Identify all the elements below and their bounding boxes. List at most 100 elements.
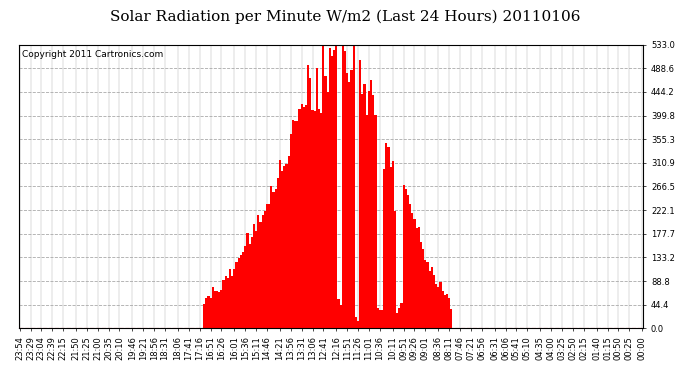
Bar <box>387 147 390 328</box>
Bar <box>364 84 366 328</box>
Bar <box>212 287 214 328</box>
Bar <box>355 317 357 328</box>
Bar <box>275 189 277 328</box>
Bar <box>337 299 339 328</box>
Bar <box>413 219 415 328</box>
Bar <box>268 204 270 328</box>
Bar <box>428 271 431 328</box>
Bar <box>448 298 451 328</box>
Bar <box>316 68 318 328</box>
Bar <box>250 237 253 328</box>
Bar <box>233 269 235 328</box>
Bar <box>320 113 322 328</box>
Bar <box>420 242 422 328</box>
Bar <box>394 211 396 328</box>
Bar <box>417 227 420 328</box>
Bar <box>237 258 240 328</box>
Bar <box>301 104 303 328</box>
Bar <box>253 224 255 328</box>
Bar <box>344 51 346 328</box>
Bar <box>248 244 250 328</box>
Bar <box>339 305 342 328</box>
Bar <box>326 92 329 328</box>
Bar <box>290 134 292 328</box>
Bar <box>231 276 233 328</box>
Bar <box>273 192 275 328</box>
Bar <box>346 72 348 328</box>
Bar <box>264 211 266 328</box>
Bar <box>370 80 372 328</box>
Bar <box>381 310 383 328</box>
Bar <box>216 291 218 328</box>
Bar <box>266 204 268 328</box>
Bar <box>262 216 264 328</box>
Bar <box>335 44 337 328</box>
Bar <box>288 156 290 328</box>
Bar <box>240 255 242 328</box>
Bar <box>366 116 368 328</box>
Bar <box>292 120 294 328</box>
Bar <box>207 296 210 328</box>
Bar <box>398 308 400 328</box>
Bar <box>431 267 433 328</box>
Bar <box>246 232 248 328</box>
Bar <box>318 109 320 328</box>
Bar <box>396 313 398 328</box>
Bar <box>259 222 262 328</box>
Bar <box>433 275 435 328</box>
Bar <box>286 164 288 328</box>
Bar <box>257 216 259 328</box>
Bar <box>214 291 216 328</box>
Bar <box>437 286 440 328</box>
Bar <box>281 171 284 328</box>
Bar <box>255 231 257 328</box>
Bar <box>307 64 309 328</box>
Bar <box>283 166 286 328</box>
Bar <box>422 249 424 328</box>
Bar <box>303 107 305 328</box>
Bar <box>203 304 205 328</box>
Bar <box>305 105 307 328</box>
Bar <box>451 309 453 328</box>
Bar <box>296 122 299 328</box>
Bar <box>402 185 405 328</box>
Bar <box>225 276 227 328</box>
Bar <box>383 170 385 328</box>
Bar <box>227 278 229 328</box>
Bar <box>426 262 428 328</box>
Bar <box>210 298 212 328</box>
Bar <box>277 178 279 328</box>
Bar <box>385 143 387 328</box>
Bar <box>444 295 446 328</box>
Bar <box>409 204 411 328</box>
Bar <box>222 280 225 328</box>
Bar <box>205 298 207 328</box>
Bar <box>392 161 394 328</box>
Bar <box>407 195 409 328</box>
Bar <box>415 228 417 328</box>
Bar <box>220 290 222 328</box>
Bar <box>294 122 296 328</box>
Bar <box>390 167 392 328</box>
Bar <box>446 294 448 328</box>
Bar <box>372 95 375 328</box>
Bar <box>405 189 407 328</box>
Text: Solar Radiation per Minute W/m2 (Last 24 Hours) 20110106: Solar Radiation per Minute W/m2 (Last 24… <box>110 9 580 24</box>
Bar <box>377 309 379 328</box>
Bar <box>400 303 402 328</box>
Bar <box>242 252 244 328</box>
Bar <box>368 92 370 328</box>
Bar <box>375 116 377 328</box>
Bar <box>324 76 326 328</box>
Bar <box>328 48 331 328</box>
Bar <box>362 94 364 328</box>
Bar <box>229 270 231 328</box>
Bar <box>309 78 311 328</box>
Bar <box>351 70 353 328</box>
Bar <box>359 60 362 328</box>
Bar <box>322 38 324 328</box>
Bar <box>357 321 359 328</box>
Bar <box>218 292 220 328</box>
Bar <box>311 110 314 328</box>
Bar <box>353 45 355 328</box>
